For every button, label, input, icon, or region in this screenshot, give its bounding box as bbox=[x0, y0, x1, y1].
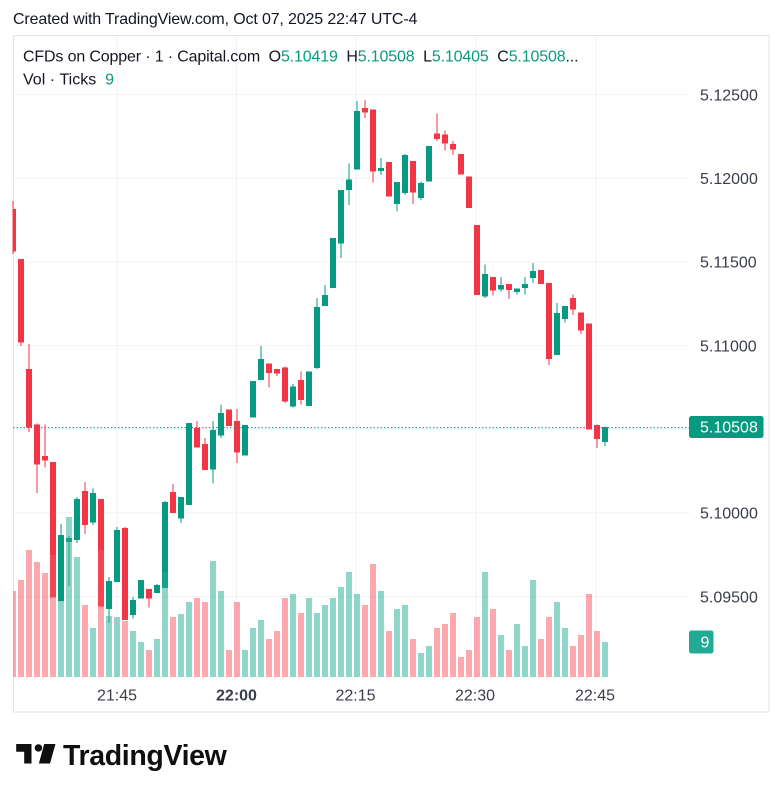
svg-text:TradingView: TradingView bbox=[63, 740, 228, 772]
svg-text:5.11000: 5.11000 bbox=[700, 338, 757, 355]
svg-text:22:30: 22:30 bbox=[455, 687, 495, 704]
svg-text:22:45: 22:45 bbox=[575, 687, 615, 704]
svg-text:Created with TradingView.com,: Created with TradingView.com, Oct 07, 20… bbox=[13, 11, 418, 28]
svg-text:5.09500: 5.09500 bbox=[700, 589, 758, 606]
svg-text:5.10508: 5.10508 bbox=[700, 420, 758, 437]
svg-text:22:00: 22:00 bbox=[216, 687, 257, 704]
svg-text:9: 9 bbox=[701, 635, 710, 652]
svg-text:5.12500: 5.12500 bbox=[700, 87, 758, 104]
svg-text:Vol · Ticks 9: Vol · Ticks 9 bbox=[23, 72, 114, 89]
svg-text:5.11500: 5.11500 bbox=[700, 255, 757, 272]
svg-text:5.10000: 5.10000 bbox=[700, 506, 758, 523]
svg-text:22:15: 22:15 bbox=[335, 687, 375, 704]
svg-text:5.12000: 5.12000 bbox=[700, 171, 758, 188]
svg-text:21:45: 21:45 bbox=[97, 687, 137, 704]
svg-text:CFDs on Copper · 1 · Capital.c: CFDs on Copper · 1 · Capital.com O5.1041… bbox=[23, 49, 578, 66]
